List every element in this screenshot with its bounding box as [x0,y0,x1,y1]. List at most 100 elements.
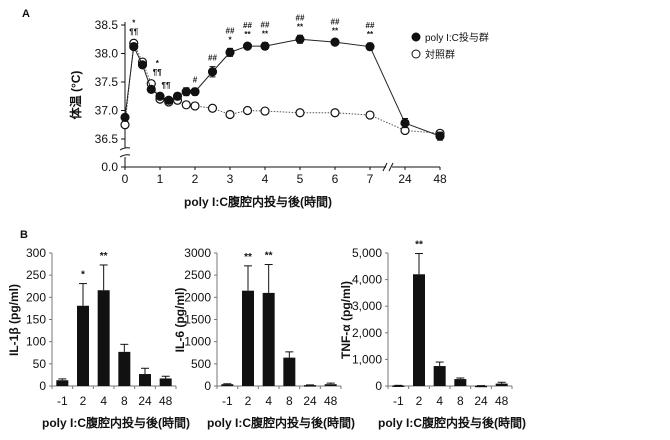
x-tick-label: 6 [332,172,339,186]
x-tick-label: 0 [122,172,129,186]
polyic-point [181,87,191,97]
x-tick-label: 1 [157,172,164,186]
control-line [124,41,441,134]
bar-8 [118,351,131,386]
significance-mark: ** [100,251,108,262]
x-axis-label: poly I:C腹腔内投与後(時間) [378,415,526,430]
polyic-point [172,91,183,101]
polyic-point [330,37,340,47]
y-tick-label: 2500 [184,268,211,282]
x-axis-label: poly I:C腹腔内投与後(時間) [207,415,355,430]
x-tick-label: 8 [457,394,464,408]
x-tick-label: 4 [265,394,272,408]
polyic-point [155,91,165,101]
x-tick-label: 2 [245,394,252,408]
y-tick-label: 250 [26,268,46,282]
control-point [190,101,200,111]
tnfa-bar-chart: 0 1,000 2,000 3,000 4,000 5,000 -1 2 ** 4 8 24 48 pol… [339,240,526,430]
control-point [260,106,270,116]
bar-2 [77,305,89,386]
significance-mark: ** [265,251,273,262]
y-tick-label: 200 [26,290,46,304]
x-tick-label: 48 [433,172,447,186]
control-point [207,103,218,113]
panel-label-b: B [20,229,28,241]
y-tick-label: 5,000 [352,246,382,260]
significance-mark: ** [244,30,251,39]
x-tick-label: -1 [393,394,404,408]
polyic-point [242,41,253,51]
bar-8 [283,357,296,386]
significance-mark: ## [296,13,305,22]
x-tick-label: 8 [121,394,128,408]
polyic-point [295,34,305,44]
y-tick-label: 1500 [184,313,211,327]
y-tick-label: 38.5 [95,18,119,32]
x-tick-label: 4 [262,172,269,186]
x-tick-label: 4 [100,394,107,408]
legend-marker-control [411,49,421,59]
y-tick-label: 37.5 [95,75,119,89]
bar--1 [392,385,405,387]
polyic-point [260,41,270,51]
y-tick-label: 4,000 [352,273,382,287]
x-tick-label: 48 [159,394,173,408]
y-tick-label: 3,000 [352,299,382,313]
polyic-point [365,42,375,52]
y-axis-label: IL-1β (pg/ml) [7,284,21,356]
x-tick-label: 24 [303,394,317,408]
control-point [120,120,130,130]
bar-48 [324,384,337,386]
x-tick-label: 3 [227,172,234,186]
x-tick-label: 2 [80,394,87,408]
y-axis-label: TNF-α (pg/ml) [339,281,353,359]
y-tick-label: 2,000 [352,326,382,340]
y-tick-label: 50 [33,357,47,371]
significance-mark: * [81,270,85,281]
polyic-point [129,42,139,52]
legend-label-polyic: poly I:C投与群 [425,31,489,44]
significance-mark: ¶¶ [162,81,171,90]
significance-mark: ** [262,30,269,39]
significance-mark: ## [261,21,270,30]
x-tick-label: 48 [495,394,509,408]
bar-24 [475,385,487,388]
control-point [330,108,340,118]
significance-mark: ** [244,252,252,263]
x-axis-label: poly I:C腹腔内投与後(時間) [184,194,332,209]
control-point [181,100,191,110]
control-point [295,108,305,118]
x-tick-label: 8 [286,394,293,408]
y-tick-label: 38.0 [95,47,119,61]
il1b-bar-chart: 0 50 100 150 200 250 300 -1 2 * 4 ** 8 24 48 poly I:C腹腔… [7,246,190,430]
significance-mark: ## [366,21,375,30]
polyic-point [164,95,174,105]
y-tick-label: 36.5 [95,132,119,146]
polyic-point [207,67,218,77]
bar-48 [159,378,172,386]
body-temperature-chart: 38.5 38.0 37.5 37.0 36.5 0.0 0 1 2 3 4 5 6 7 24 48 poly … [68,13,489,209]
control-point [242,105,253,116]
y-tick-label: 3000 [184,246,211,260]
polyic-line [124,38,441,137]
y-tick-label: 100 [26,335,46,349]
x-axis-break-mark [382,162,394,172]
y-tick-label: 0 [39,379,46,393]
x-tick-label: -1 [57,394,68,408]
y-axis-break-mark [119,147,131,158]
bar--1 [221,384,234,386]
y-tick-label: 1,000 [352,352,382,366]
control-point [365,110,375,120]
x-tick-label: 24 [474,394,488,408]
y-tick-label: 300 [26,246,46,260]
control-point [225,109,235,120]
y-axis-label: 体温 (°C) [68,71,83,120]
polyic-point [146,84,156,95]
legend-label-control: 対照群 [425,48,455,61]
x-tick-label: 7 [367,172,374,186]
y-tick-label: 0 [204,379,211,393]
bar-24 [304,385,316,387]
y-tick-label: 150 [26,313,46,327]
bar-24 [139,374,151,386]
